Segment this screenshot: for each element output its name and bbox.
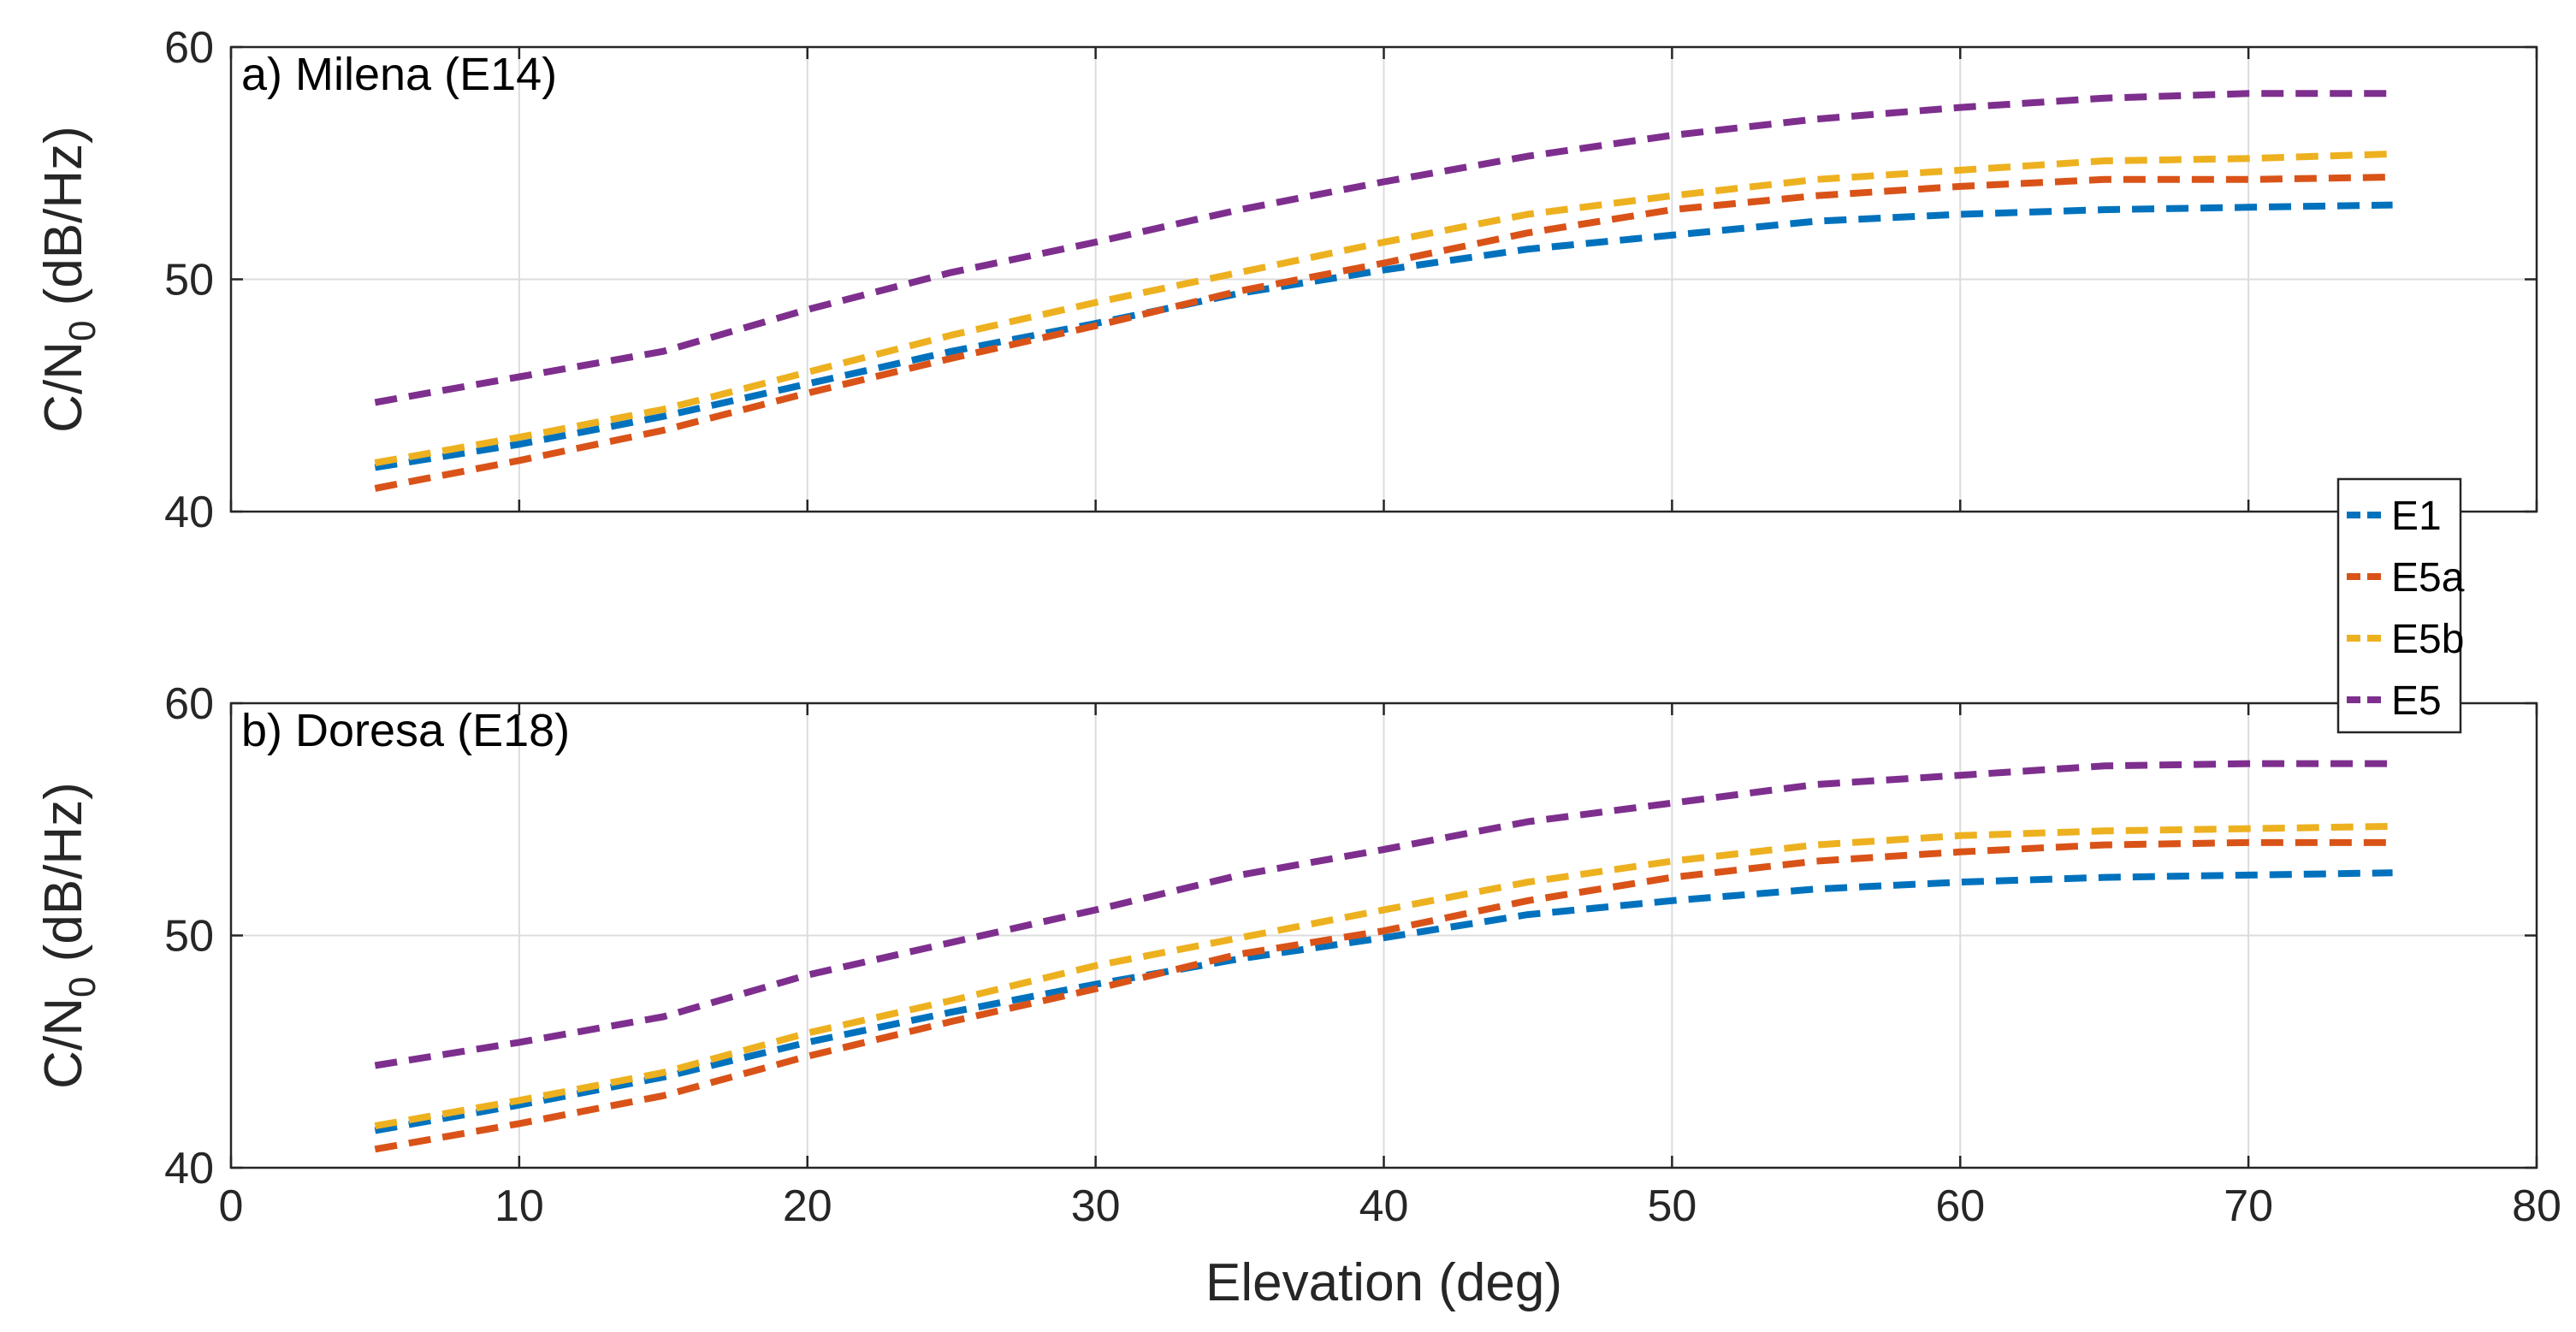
x-tick-label: 50	[1647, 1181, 1697, 1231]
series-line-e5b	[374, 150, 2393, 466]
legend-label-e1: E1	[2391, 494, 2442, 539]
legend-label-e5a: E5a	[2391, 555, 2465, 601]
legend-label-e5: E5	[2391, 678, 2442, 724]
y-tick-label: 40	[164, 1144, 214, 1193]
x-tick-label: 30	[1071, 1181, 1121, 1231]
panel-a: 40 50 60 a) Milena (E14) C/N0 (dB/Hz)	[34, 23, 2538, 537]
series-line-e5a	[374, 838, 2393, 1153]
series-line-e5	[374, 90, 2393, 406]
series-line-e1	[374, 201, 2393, 471]
series-line-e5a	[374, 174, 2393, 492]
y-axis-label: C/N0 (dB/Hz)	[34, 126, 104, 433]
x-tick-label: 20	[783, 1181, 832, 1231]
legend-box	[2336, 477, 2462, 734]
x-axis-label: Elevation (deg)	[1205, 1253, 1562, 1312]
y-tick-label: 60	[164, 23, 214, 73]
y-tick-label: 60	[164, 679, 214, 729]
x-tick-label: 70	[2224, 1181, 2273, 1231]
panel-b: 0 10 20 30 40 50 60 70 80 40 50 60 b) Doresa (E18) C/…	[34, 679, 2561, 1312]
x-tick-label: 10	[494, 1181, 544, 1231]
x-tick-label: 40	[1359, 1181, 1409, 1231]
panel-title-a: a) Milena (E14)	[241, 49, 557, 100]
legend-label-e5b: E5b	[2391, 617, 2464, 662]
x-tick-label: 60	[1935, 1181, 1985, 1231]
series-line-e5	[374, 760, 2393, 1069]
y-axis-label: C/N0 (dB/Hz)	[34, 782, 104, 1089]
legend: E1 E5a E5b E5	[2336, 477, 2465, 734]
series-line-e5b	[374, 822, 2393, 1130]
y-tick-label: 50	[164, 912, 214, 962]
x-tick-label: 80	[2512, 1181, 2561, 1231]
x-tick-label: 0	[219, 1181, 244, 1231]
panel-title-b: b) Doresa (E18)	[241, 705, 570, 756]
series-line-e1	[374, 869, 2393, 1134]
y-tick-label: 40	[164, 488, 214, 537]
y-tick-label: 50	[164, 256, 214, 305]
